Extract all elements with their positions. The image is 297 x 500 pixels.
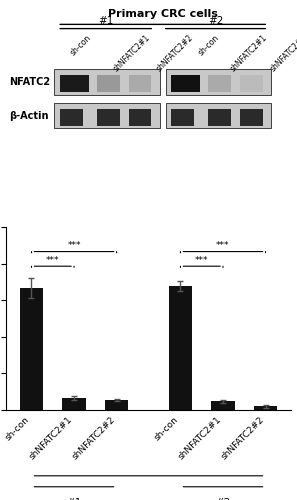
Bar — [211, 402, 235, 410]
Text: #2: #2 — [215, 498, 231, 500]
Bar — [240, 75, 263, 92]
Bar — [60, 75, 89, 92]
Bar — [254, 406, 277, 410]
Text: #1: #1 — [66, 498, 82, 500]
Bar — [171, 108, 194, 126]
Text: shNFATC2#2: shNFATC2#2 — [268, 33, 297, 73]
Text: ***: *** — [46, 256, 59, 265]
Text: ***: *** — [195, 256, 208, 265]
Text: #1: #1 — [98, 16, 113, 26]
Bar — [62, 398, 86, 410]
Bar — [166, 103, 271, 128]
Bar — [166, 70, 271, 94]
Bar — [105, 400, 128, 410]
Bar — [97, 108, 120, 126]
Bar — [208, 108, 231, 126]
Text: Primary CRC cells: Primary CRC cells — [108, 9, 218, 19]
Bar — [60, 108, 83, 126]
Text: #2: #2 — [208, 16, 223, 26]
Text: shNFATC2#1: shNFATC2#1 — [111, 33, 152, 73]
Bar — [97, 75, 120, 92]
Bar — [208, 75, 231, 92]
Text: ***: *** — [67, 242, 81, 250]
Bar — [171, 75, 200, 92]
Bar — [169, 286, 192, 410]
Text: shNFATC2#2: shNFATC2#2 — [154, 33, 195, 73]
Text: NFATC2: NFATC2 — [9, 77, 50, 87]
Text: shNFATC2#1: shNFATC2#1 — [228, 33, 269, 73]
Bar — [54, 70, 160, 94]
Bar — [129, 108, 151, 126]
Text: ***: *** — [216, 242, 230, 250]
Text: sh-con: sh-con — [69, 33, 93, 57]
Text: sh-con: sh-con — [197, 33, 221, 57]
Bar — [240, 108, 263, 126]
Text: β-Actin: β-Actin — [9, 111, 48, 121]
Bar — [129, 75, 151, 92]
Bar — [54, 103, 160, 128]
Bar — [20, 288, 43, 410]
